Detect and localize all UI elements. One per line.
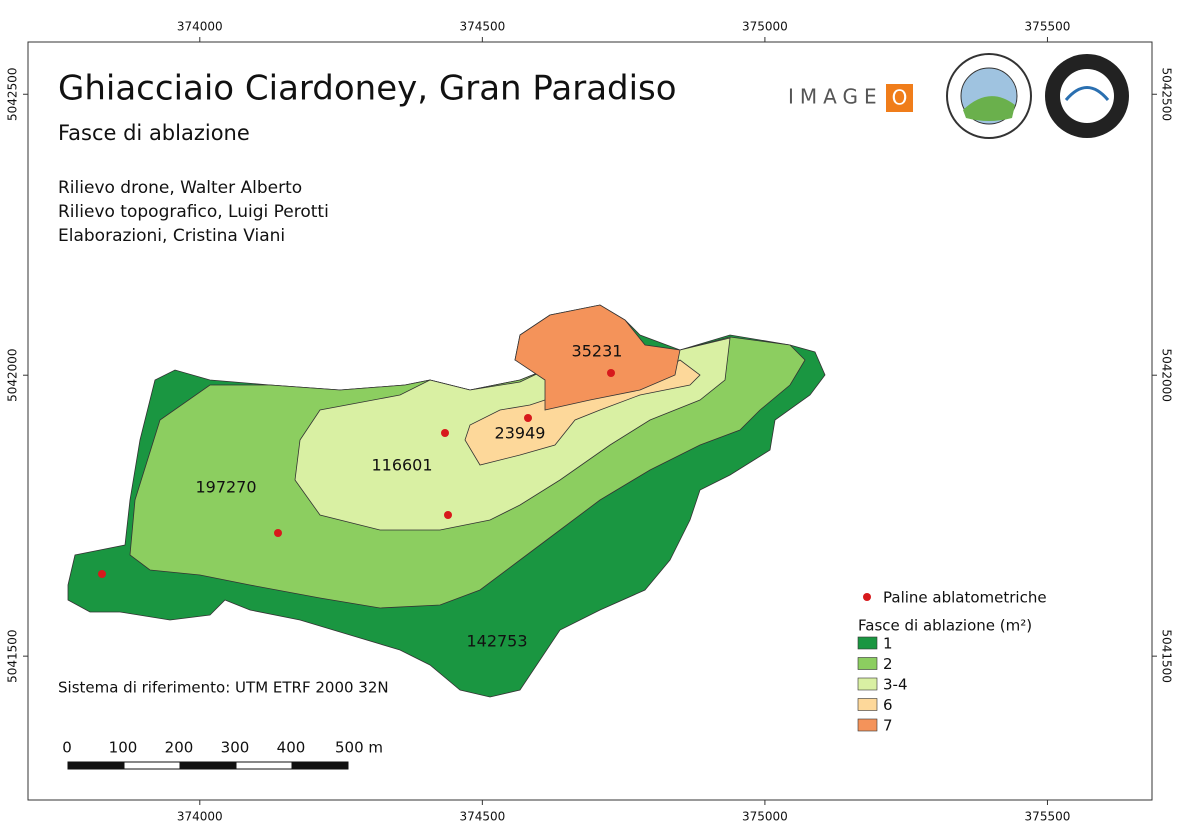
stake [444,511,452,519]
y-tick-label: 5042500 [1160,68,1174,121]
y-tick-label: 5041500 [6,629,20,682]
logo-dst-hill [963,96,1015,121]
scale-segment [291,761,349,770]
x-tick-label: 375000 [742,20,788,34]
y-tick-label: 5042000 [6,348,20,401]
scale-label: 300 [221,739,250,757]
x-tick-label: 375000 [742,810,788,824]
x-tick-label: 374500 [459,20,505,34]
stake [607,369,615,377]
legend-swatch [857,718,878,732]
legend-label: 7 [883,717,893,735]
legend-point-label: Paline ablatometriche [883,589,1047,607]
legend-swatch [857,657,878,670]
scale-segment [67,761,125,770]
legend-label: 1 [883,635,893,653]
y-tick-label: 5042000 [1160,348,1174,401]
scale-segment [235,761,293,770]
scale-label: 500 m [335,739,383,757]
zone-7 [514,304,681,411]
logo-geosit-inner [1060,69,1114,123]
x-tick-label: 374500 [459,810,505,824]
credit: Elaborazioni, Cristina Viani [58,226,285,246]
legend-title: Fasce di ablazione (m²) [858,617,1032,635]
legend-swatch [857,636,878,650]
x-tick-label: 374000 [177,20,223,34]
credit: Rilievo topografico, Luigi Perotti [58,202,329,222]
zone-area-label: 116601 [371,456,432,475]
zone-area-label: 197270 [195,478,256,497]
stake [441,429,449,437]
zone-area-label: 142753 [466,632,527,651]
x-tick-label: 374000 [177,810,223,824]
stake [274,529,282,537]
scale-label: 0 [62,739,72,757]
scale-segment [123,761,181,770]
y-tick-label: 5041500 [1160,629,1174,682]
logo-geosit-arc [1064,86,1110,101]
zone-area-label: 23949 [495,424,546,443]
credit: Rilievo drone, Walter Alberto [58,178,302,198]
legend-label: 2 [883,655,893,673]
legend-swatch [857,698,878,711]
logo-text: IMAGE [788,85,883,109]
legend-point [863,593,871,601]
subtitle: Fasce di ablazione [58,121,250,145]
logo-mark: O [892,86,908,110]
zone-area-label: 35231 [572,342,623,361]
legend-label: 6 [883,696,893,714]
scale-label: 400 [277,739,306,757]
y-tick-label: 5042500 [6,68,20,121]
scale-label: 200 [165,739,194,757]
stake [524,414,532,422]
title: Ghiacciaio Ciardoney, Gran Paradiso [58,69,677,109]
logo-mark-box [886,84,913,112]
legend-swatch [857,677,878,691]
legend-label: 3-4 [883,676,908,694]
scale-segment [179,761,237,770]
stake [98,570,106,578]
scale-label: 100 [109,739,138,757]
x-tick-label: 375500 [1025,20,1071,34]
x-tick-label: 375500 [1025,810,1071,824]
reference-system: Sistema di riferimento: UTM ETRF 2000 32… [58,679,389,697]
